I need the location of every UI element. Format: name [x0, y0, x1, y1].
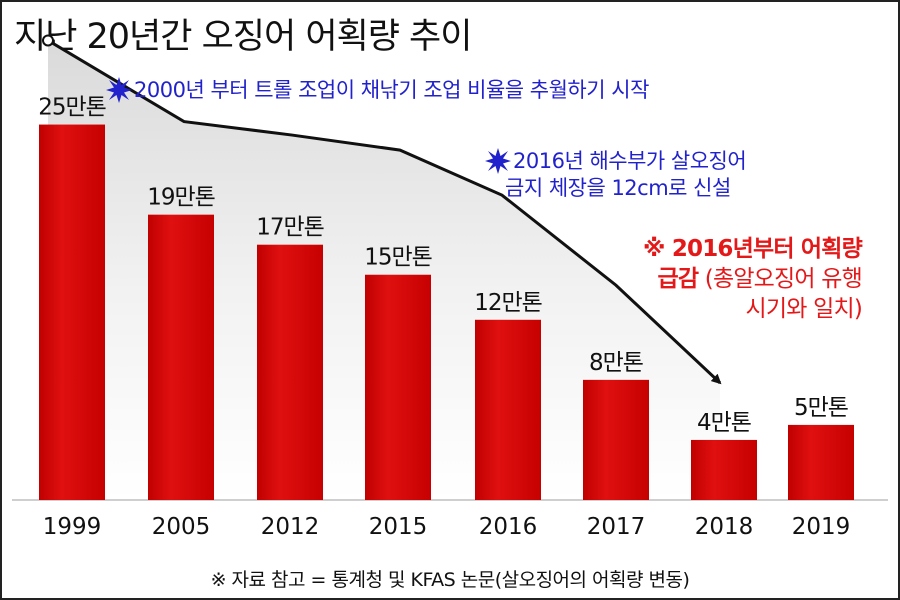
data-label-2015: 15만톤 [364, 245, 432, 271]
annotation-decline: ※ 2016년부터 어획량 급감 (총알오징어 유행 시기와 일치) [643, 234, 863, 324]
annotation-trawl-text: 2000년 부터 트롤 조업이 채낚기 조업 비율을 추월하기 시작 [134, 78, 649, 102]
trend-arrow [47, 39, 722, 385]
annotation-decline-line2: (총알오징어 유행 [698, 266, 863, 292]
x-tick-2018: 2018 [695, 514, 754, 540]
bar-2019 [788, 424, 854, 500]
x-tick-2015: 2015 [369, 514, 428, 540]
data-label-2018: 4만톤 [697, 410, 751, 436]
bar-2016 [475, 319, 541, 500]
data-label-2012: 17만톤 [256, 215, 324, 241]
annotation-decline-line3: 시기와 일치) [745, 296, 863, 322]
data-label-2005: 19만톤 [147, 185, 215, 211]
x-tick-2019: 2019 [792, 514, 851, 540]
chart-title: 지난 20년간 오징어 어획량 추이 [14, 17, 472, 57]
x-tick-2012: 2012 [261, 514, 320, 540]
bar-2017 [583, 379, 649, 500]
x-tick-1999: 1999 [43, 514, 102, 540]
trend-shade-area [48, 40, 720, 500]
data-label-2019: 5만톤 [794, 395, 848, 421]
x-tick-2016: 2016 [479, 514, 538, 540]
bar-2015 [365, 274, 431, 500]
annotation-regulation-line1: 2016년 해수부가 살오징어 [513, 149, 747, 173]
x-tick-2005: 2005 [152, 514, 211, 540]
starburst-icon [485, 148, 511, 174]
bar-chart: 25만톤 19만톤 17만톤 15만톤 12만톤 8만톤 4만톤 5만톤 1999 2005 20… [12, 34, 888, 540]
annotation-regulation-line2: 금지 체장을 12cm로 신설 [505, 176, 731, 200]
x-tick-2017: 2017 [587, 514, 646, 540]
bar-2005 [148, 214, 214, 500]
bar-2018 [691, 439, 757, 500]
data-label-1999: 25만톤 [38, 95, 106, 121]
annotation-decline-bold: 급감 [657, 266, 700, 292]
bar-1999 [39, 124, 105, 500]
circle-marker-icon [42, 34, 54, 47]
data-label-2017: 8만톤 [589, 350, 643, 376]
data-label-2016: 12만톤 [474, 290, 542, 316]
annotation-decline-line1: ※ 2016년부터 어획량 [643, 236, 863, 262]
source-note: ※ 자료 참고 = 통계청 및 KFAS 논문(살오징어의 어획량 변동) [210, 569, 690, 591]
annotation-regulation: 2016년 해수부가 살오징어 금지 체장을 12cm로 신설 [485, 148, 747, 202]
starburst-icon [106, 77, 132, 103]
annotation-trawl: 2000년 부터 트롤 조업이 채낚기 조업 비율을 추월하기 시작 [106, 74, 649, 104]
bar-2012 [257, 244, 323, 500]
